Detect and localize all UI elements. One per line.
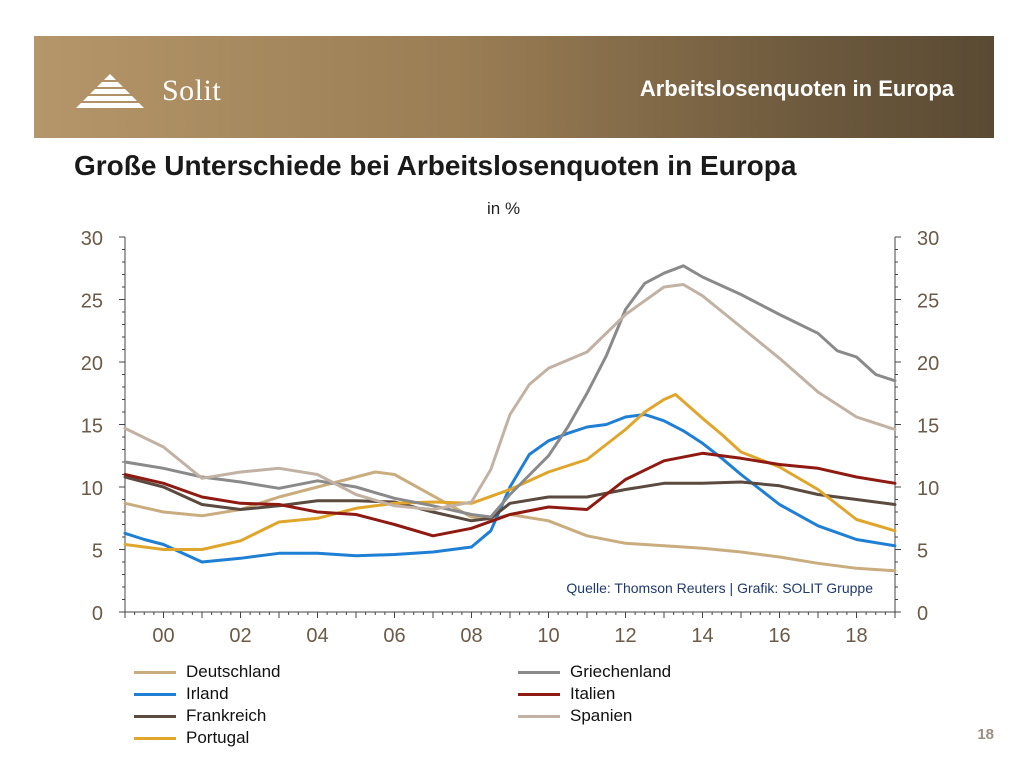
y-tick-label-right: 0	[917, 603, 928, 625]
series-line-spanien	[123, 283, 897, 511]
brand-name: Solit	[162, 74, 222, 107]
source-note: Quelle: Thomson Reuters | Grafik: SOLIT …	[566, 580, 873, 596]
y-tick-label-right: 30	[917, 228, 939, 250]
x-tick-label: 06	[383, 625, 405, 647]
x-tick-label: 12	[614, 625, 636, 647]
x-tick-label: 16	[768, 625, 790, 647]
page-title: Große Unterschiede bei Arbeitslosenquote…	[74, 150, 797, 181]
x-tick-label: 18	[845, 625, 867, 647]
section-title: Arbeitslosenquoten in Europa	[639, 76, 954, 101]
x-tick-label: 02	[229, 625, 251, 647]
y-tick-label-right: 10	[917, 478, 939, 500]
y-tick-label-left: 10	[81, 478, 103, 500]
solit-logo-icon	[76, 74, 144, 108]
chart-series	[123, 264, 897, 573]
y-tick-label-left: 15	[81, 416, 103, 438]
x-tick-label: 00	[152, 625, 174, 647]
x-tick-label: 10	[537, 625, 559, 647]
series-line-portugal	[123, 393, 897, 551]
x-tick-label: 14	[691, 625, 713, 647]
y-tick-label-left: 25	[81, 291, 103, 313]
y-tick-label-right: 20	[917, 353, 939, 375]
y-tick-label-right: 25	[917, 291, 939, 313]
y-tick-label-right: 15	[917, 416, 939, 438]
page-number: 18	[977, 726, 994, 743]
y-tick-label-right: 5	[917, 541, 928, 563]
x-tick-label: 08	[460, 625, 482, 647]
y-tick-label-left: 20	[81, 353, 103, 375]
x-tick-label: 04	[306, 625, 328, 647]
series-line-frankreich	[123, 475, 897, 523]
series-line-italien	[123, 451, 897, 538]
y-tick-label-left: 0	[92, 603, 103, 625]
header-banner: Solit Arbeitslosenquoten in Europa	[34, 36, 994, 138]
unit-label: in %	[487, 199, 521, 218]
series-line-irland	[123, 413, 897, 564]
y-tick-label-left: 5	[92, 541, 103, 563]
y-tick-label-left: 30	[81, 228, 103, 250]
series-line-griechenland	[123, 264, 897, 519]
